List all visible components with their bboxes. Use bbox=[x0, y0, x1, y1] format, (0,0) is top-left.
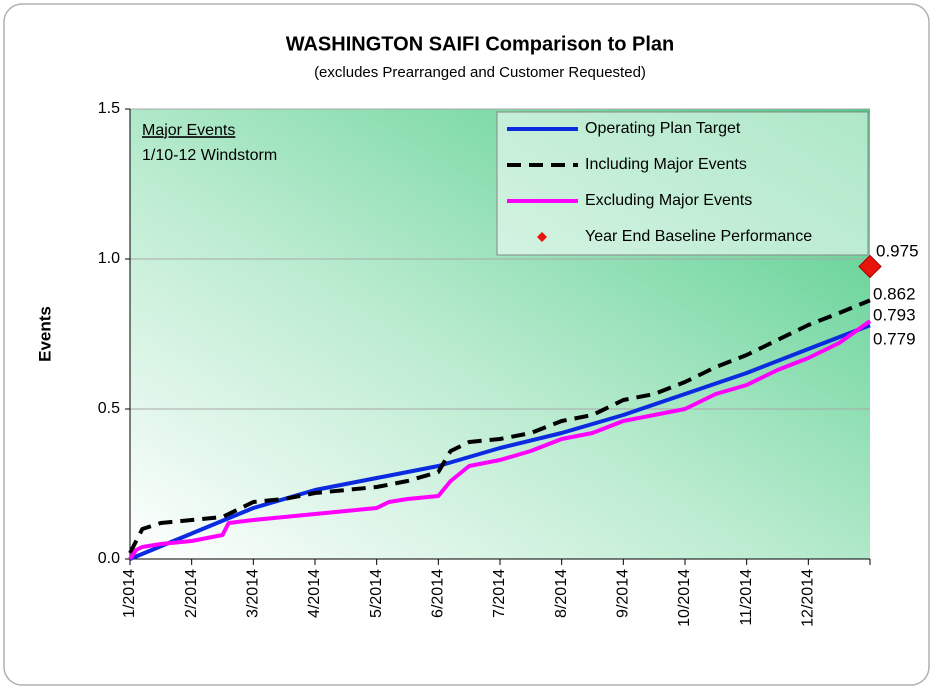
annotation-text: 1/10-12 Windstorm bbox=[142, 147, 277, 164]
legend-label: Excluding Major Events bbox=[585, 192, 752, 209]
marker bbox=[858, 254, 882, 279]
chart-title: WASHINGTON SAIFI Comparison to Plan bbox=[286, 33, 675, 55]
legend-label: Operating Plan Target bbox=[585, 120, 741, 137]
annotation-title: Major Events bbox=[142, 122, 235, 139]
x-tick-label: 9/2014 bbox=[615, 569, 632, 618]
x-tick-label: 2/2014 bbox=[183, 569, 200, 618]
series-line bbox=[129, 323, 871, 561]
y-tick-label: 1.0 bbox=[98, 250, 120, 267]
y-tick-label: 0.0 bbox=[98, 550, 120, 567]
y-tick-label: 1.5 bbox=[98, 100, 120, 117]
y-tick-label: 0.5 bbox=[98, 400, 120, 417]
x-tick-label: 7/2014 bbox=[491, 569, 508, 618]
x-tick-label: 4/2014 bbox=[306, 569, 323, 618]
x-tick-label: 10/2014 bbox=[676, 569, 693, 627]
x-tick-label: 6/2014 bbox=[430, 569, 447, 618]
y-axis-label: Events bbox=[35, 306, 54, 362]
legend-marker bbox=[537, 232, 547, 242]
end-value-label: 0.793 bbox=[873, 305, 916, 324]
x-tick-label: 12/2014 bbox=[800, 569, 817, 627]
legend-label: Including Major Events bbox=[585, 156, 747, 173]
legend-box bbox=[496, 111, 869, 256]
x-tick-label: 1/2014 bbox=[121, 569, 138, 618]
end-value-label: 0.862 bbox=[873, 284, 916, 303]
x-tick-label: 3/2014 bbox=[245, 569, 262, 618]
chart-subtitle: (excludes Prearranged and Customer Reque… bbox=[314, 64, 646, 81]
x-tick-label: 11/2014 bbox=[738, 569, 755, 626]
end-value-label: 0.975 bbox=[876, 241, 919, 260]
x-tick-label: 8/2014 bbox=[553, 569, 570, 618]
x-tick-label: 5/2014 bbox=[368, 569, 385, 618]
legend-label: Year End Baseline Performance bbox=[585, 228, 812, 245]
series-line bbox=[128, 319, 872, 561]
end-value-label: 0.779 bbox=[873, 329, 916, 348]
series-line bbox=[128, 298, 871, 554]
